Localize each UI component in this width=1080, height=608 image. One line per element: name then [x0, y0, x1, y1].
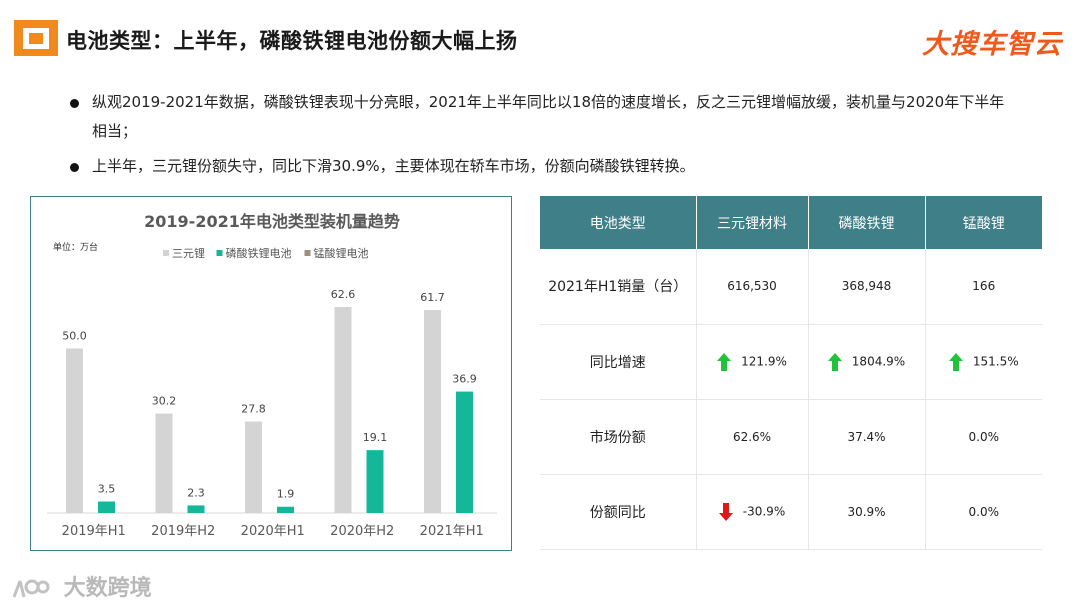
legend-label: 磷酸铁锂电池	[226, 246, 292, 260]
watermark: 大数跨境	[10, 570, 152, 602]
x-tick-label: 2021年H1	[420, 524, 484, 539]
table-row-label: 市场份额	[540, 399, 697, 475]
bullet-dot-icon	[70, 99, 79, 108]
brand-logo-icon	[14, 20, 58, 56]
bar-ternary-lithium	[245, 421, 262, 513]
data-label: 19.1	[363, 431, 388, 444]
brand-name: 大搜车智云	[922, 29, 1062, 60]
table-cell-value: 37.4%	[847, 429, 886, 444]
table-cell-value: 0.0%	[968, 429, 1000, 444]
table-cell-value: 166	[972, 279, 996, 294]
legend-label: 三元锂	[172, 246, 205, 260]
bar-ternary-lithium	[334, 307, 352, 513]
chart-title: 2019-2021年电池类型装机量趋势	[144, 212, 400, 231]
bullet-text: 纵观2019-2021年数据，磷酸铁锂表现十分亮眼，2021年上半年同比以18倍…	[92, 93, 1005, 140]
table-header-row: 电池类型 三元锂材料 磷酸铁锂 锰酸锂	[540, 196, 1042, 249]
table-row: 同比增速 121.9% 1804.9% 151.5%	[540, 324, 1042, 400]
arrow-up-icon	[717, 352, 732, 371]
table-cell-value: 30.9%	[847, 504, 886, 519]
legend-label: 锰酸锂电池	[314, 246, 369, 260]
x-tick-label: 2020年H1	[241, 524, 305, 539]
arrow-up-icon	[948, 352, 963, 371]
bullet-item: 上半年，三元锂份额失守，同比下滑30.9%，主要体现在轿车市场，份额向磷酸铁锂转…	[70, 152, 1010, 181]
bar-ternary-lithium	[424, 309, 441, 513]
table-cell: -30.9%	[696, 474, 809, 550]
bullet-item: 纵观2019-2021年数据，磷酸铁锂表现十分亮眼，2021年上半年同比以18倍…	[70, 88, 1010, 146]
data-label: 3.5	[98, 482, 116, 495]
table-cell-value: 121.9%	[741, 354, 787, 368]
arrow-down-icon	[718, 502, 733, 521]
data-label: 36.9	[452, 373, 477, 386]
bar-lfp-battery	[456, 391, 473, 513]
bar-lfp-battery	[277, 506, 294, 513]
table-row: 份额同比 -30.9% 30.9% 0.0%	[540, 474, 1042, 550]
table-cell-value: -30.9%	[742, 504, 786, 518]
table-cell: 368,948	[808, 249, 926, 325]
bullet-dot-icon	[70, 163, 79, 172]
bar-ternary-lithium	[66, 348, 83, 513]
data-label: 2.3	[187, 486, 205, 499]
chart-unit-label: 单位：万台	[53, 241, 98, 253]
chart-panel: 2019-2021年电池类型装机量趋势单位：万台 三元锂 磷酸铁锂电池 锰酸锂电池 50…	[30, 196, 512, 551]
bullet-list: 纵观2019-2021年数据，磷酸铁锂表现十分亮眼，2021年上半年同比以18倍…	[70, 88, 1010, 187]
table-cell: 616,530	[696, 249, 809, 325]
table-cell: 62.6%	[696, 399, 809, 475]
battery-type-table: 电池类型 三元锂材料 磷酸铁锂 锰酸锂 2021年H1销量（台） 616,530 3…	[540, 196, 1042, 550]
table-cell: 37.4%	[808, 399, 926, 475]
data-label: 30.2	[152, 395, 177, 408]
legend-swatch	[304, 250, 311, 256]
table-header-cell: 三元锂材料	[696, 196, 809, 249]
table-cell: 0.0%	[925, 399, 1042, 475]
table-header-cell: 磷酸铁锂	[808, 196, 926, 249]
watermark-logo-icon	[12, 579, 50, 598]
table-header-cell: 电池类型	[540, 196, 697, 249]
table-cell-value: 1804.9%	[851, 354, 906, 368]
table-row-label: 同比增速	[540, 324, 697, 400]
data-label: 62.6	[331, 288, 356, 301]
bar-lfp-battery	[366, 450, 384, 513]
watermark-text: 大数跨境	[63, 576, 152, 601]
data-label: 61.7	[420, 291, 445, 304]
table-row-label: 份额同比	[540, 474, 697, 550]
bar-lfp-battery	[98, 501, 115, 513]
table-row: 2021年H1销量（台） 616,530 368,948 166	[540, 249, 1042, 325]
x-tick-label: 2019年H2	[151, 524, 215, 539]
data-label: 50.0	[62, 329, 87, 342]
bullet-text: 上半年，三元锂份额失守，同比下滑30.9%，主要体现在轿车市场，份额向磷酸铁锂转…	[92, 157, 695, 175]
data-label: 27.8	[241, 403, 266, 416]
legend-swatch	[216, 250, 223, 256]
table-cell-value: 62.6%	[732, 429, 772, 444]
table-cell-value: 0.0%	[968, 504, 1000, 519]
table-row: 市场份额 62.6% 37.4% 0.0%	[540, 399, 1042, 475]
legend-swatch	[163, 250, 169, 256]
bar-ternary-lithium	[155, 413, 173, 513]
table-cell: 0.0%	[925, 474, 1042, 550]
table-row-label: 2021年H1销量（台）	[540, 249, 697, 325]
table-cell: 121.9%	[696, 324, 809, 400]
page-title: 电池类型：上半年，磷酸铁锂电池份额大幅上扬	[66, 29, 518, 53]
arrow-up-icon	[827, 352, 842, 371]
table-cell-value: 151.5%	[972, 354, 1019, 368]
table-cell: 30.9%	[808, 474, 926, 550]
table-cell-value: 368,948	[841, 279, 892, 294]
table-cell: 151.5%	[925, 324, 1042, 400]
x-tick-label: 2019年H1	[62, 524, 126, 539]
table-header-cell: 锰酸锂	[925, 196, 1042, 249]
bar-lfp-battery	[187, 505, 205, 513]
table-cell: 1804.9%	[808, 324, 926, 400]
table-cell: 166	[925, 249, 1042, 325]
x-tick-label: 2020年H2	[330, 524, 394, 539]
data-label: 1.9	[277, 488, 295, 501]
table-cell-value: 616,530	[727, 279, 777, 294]
